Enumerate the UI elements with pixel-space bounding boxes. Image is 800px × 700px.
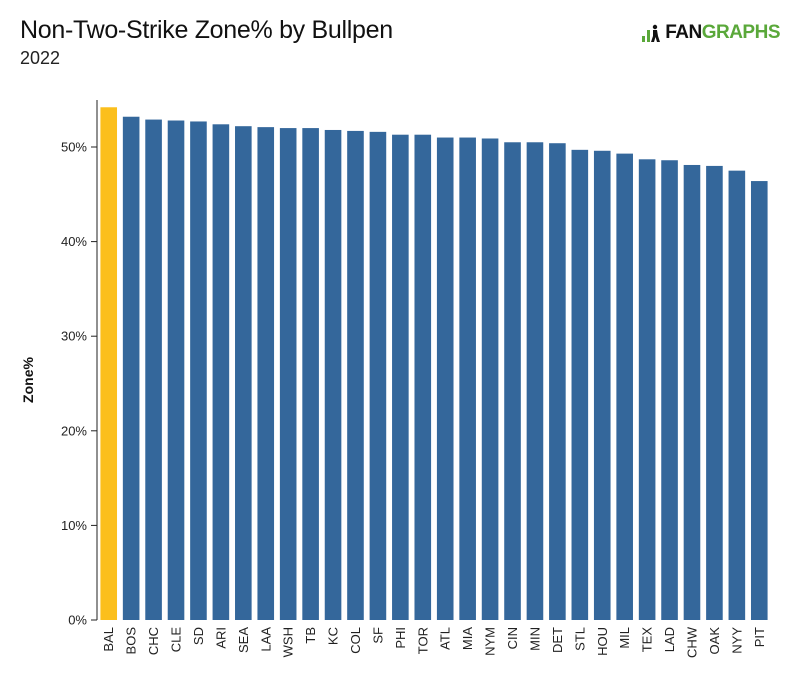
bar-det[interactable] (549, 143, 566, 620)
x-tick-label-sea: SEA (236, 627, 251, 653)
x-tick-label-mia: MIA (460, 627, 475, 650)
x-tick-label-bos: BOS (124, 627, 139, 655)
bar-sd[interactable] (190, 121, 207, 621)
y-axis-label-group: Zone% (20, 357, 36, 403)
x-tick-label-col: COL (348, 627, 363, 654)
x-tick-label-phi: PHI (393, 627, 408, 649)
bars-group (100, 107, 768, 621)
bar-laa[interactable] (257, 127, 275, 620)
x-tick-label-pit: PIT (752, 627, 767, 647)
chart-title: Non-Two-Strike Zone% by Bullpen (20, 16, 393, 44)
y-tick-label: 0% (68, 613, 87, 628)
y-tick-label: 50% (61, 140, 87, 155)
x-tick-label-wsh: WSH (281, 627, 296, 657)
logo-text-fan: FAN (665, 22, 702, 43)
bar-lad[interactable] (661, 160, 678, 621)
x-tick-label-tor: TOR (415, 627, 430, 654)
bar-tor[interactable] (414, 134, 432, 620)
bar-mia[interactable] (459, 137, 476, 621)
x-tick-label-nym: NYM (483, 627, 498, 656)
y-axis-label: Zone% (20, 357, 36, 403)
bar-sf[interactable] (369, 131, 387, 621)
x-tick-label-kc: KC (326, 627, 341, 645)
bar-oak[interactable] (706, 165, 723, 621)
x-tick-label-cin: CIN (505, 627, 520, 649)
x-tick-label-sf: SF (370, 627, 385, 644)
bar-kc[interactable] (324, 129, 342, 620)
x-tick-label-oak: OAK (707, 627, 722, 655)
bar-nym[interactable] (481, 138, 499, 621)
bar-min[interactable] (526, 142, 544, 620)
bar-sea[interactable] (235, 126, 252, 620)
bar-cle[interactable] (167, 120, 185, 620)
x-tick-label-sd: SD (191, 627, 206, 645)
x-tick-label-laa: LAA (258, 627, 273, 652)
bar-tex[interactable] (638, 159, 656, 621)
x-tick-label-tex: TEX (640, 627, 655, 653)
fangraphs-logo[interactable]: FAN GRAPHS (641, 20, 781, 46)
x-tick-label-mil: MIL (617, 627, 632, 649)
bar-bal[interactable] (100, 107, 118, 620)
y-tick-label: 10% (61, 518, 87, 533)
bar-chw[interactable] (683, 164, 701, 620)
bar-tb[interactable] (302, 128, 319, 620)
bar-mil[interactable] (616, 153, 633, 620)
bar-bos[interactable] (122, 116, 140, 620)
x-tick-label-det: DET (550, 627, 565, 653)
logo-text-graphs: GRAPHS (701, 22, 781, 43)
bar-pit[interactable] (750, 181, 768, 620)
x-tick-label-chc: CHC (146, 627, 161, 655)
x-tick-label-hou: HOU (595, 627, 610, 656)
bar-chc[interactable] (145, 119, 162, 620)
x-tick-label-nyy: NYY (729, 627, 744, 654)
x-tick-label-min: MIN (527, 627, 542, 651)
x-tick-label-chw: CHW (684, 626, 699, 658)
bar-cin[interactable] (504, 142, 521, 620)
x-tick-label-lad: LAD (662, 627, 677, 652)
y-tick-label: 40% (61, 234, 87, 249)
bar-wsh[interactable] (279, 128, 297, 620)
bar-nyy[interactable] (728, 170, 746, 620)
bar-atl[interactable] (436, 137, 454, 621)
bar-phi[interactable] (392, 134, 409, 620)
bar-col[interactable] (347, 130, 364, 621)
y-tick-label: 20% (61, 423, 87, 438)
y-tick-label: 30% (61, 329, 87, 344)
x-tick-label-bal: BAL (101, 627, 116, 652)
chart-subtitle: 2022 (20, 48, 61, 68)
fangraphs-logo-icon (642, 24, 661, 42)
x-tick-label-stl: STL (572, 627, 587, 651)
bar-hou[interactable] (593, 150, 611, 620)
x-tick-label-tb: TB (303, 627, 318, 644)
x-tick-label-cle: CLE (169, 627, 184, 653)
x-tick-label-atl: ATL (438, 627, 453, 650)
bar-stl[interactable] (571, 149, 589, 620)
y-axis: 0% 10% 20% 30% 40% 50% (61, 100, 98, 628)
x-axis: BAL BOS CHC CLE SD ARI SEA LAA WSH TB KC COL SF PHI TO… (101, 626, 767, 658)
x-tick-label-ari: ARI (213, 627, 228, 649)
bar-ari[interactable] (212, 124, 230, 621)
